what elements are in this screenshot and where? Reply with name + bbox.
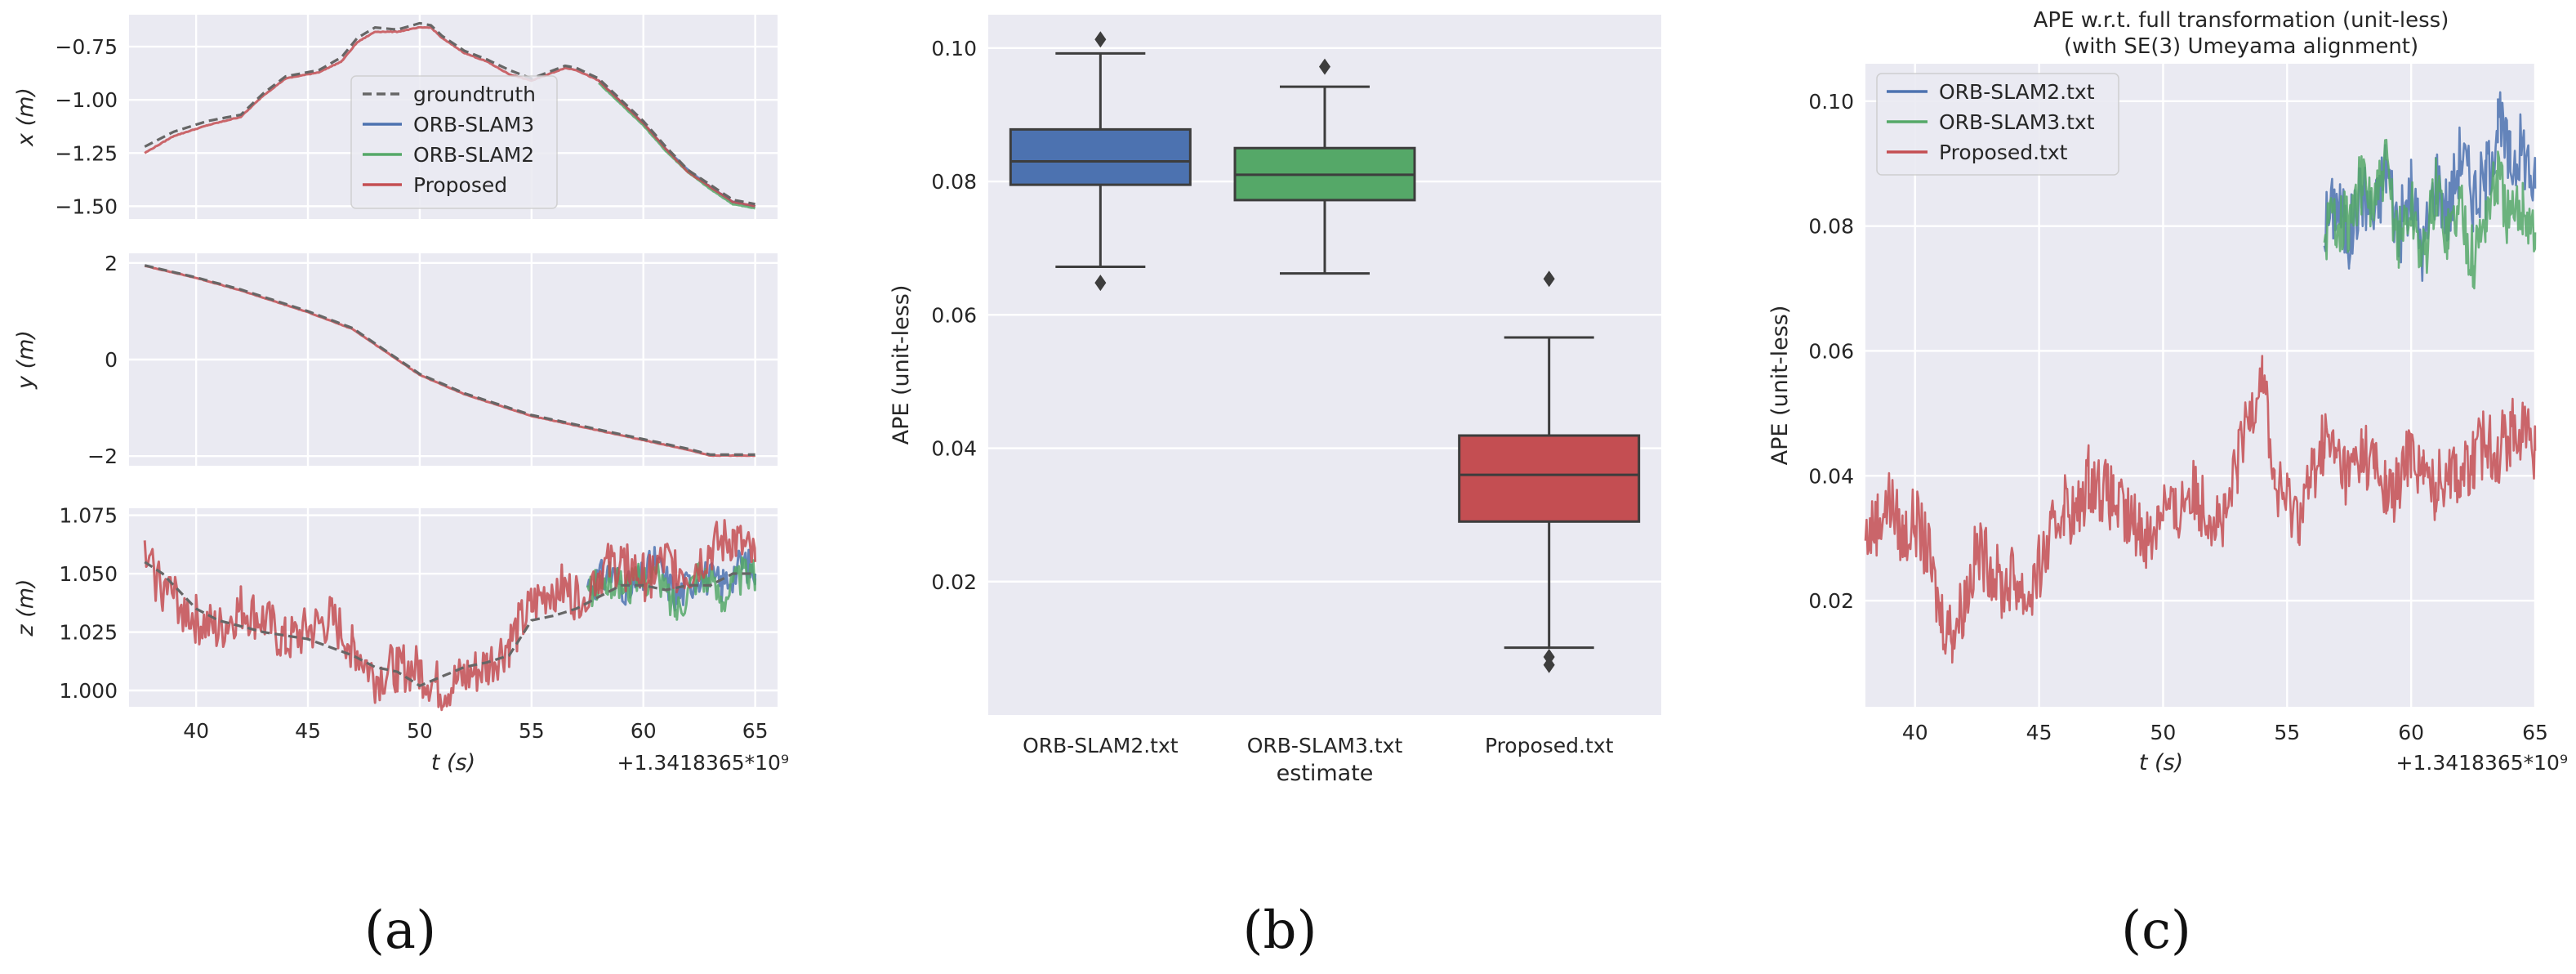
x-tick-label: 60 [631,719,657,743]
x-axis-label: t (s) [2139,750,2183,775]
y-tick-label: 1.050 [59,562,118,586]
x-tick-label: 45 [2026,721,2052,744]
chart-title: APE w.r.t. full transformation (unit-les… [2034,8,2449,33]
y-tick-label: 1.025 [59,621,118,645]
outlier-marker [1094,275,1107,292]
x-offset-label: +1.3418365*10⁹ [617,751,789,775]
legend-label-orb-slam2: ORB-SLAM2 [413,143,534,167]
y-tick-label: 0.02 [931,570,977,594]
series-proposed [143,519,757,712]
y-axis-label: APE (unit-less) [1767,306,1793,466]
y-tick-label: −1.50 [55,194,118,218]
box-proposed-txt [1458,270,1641,673]
panel-label-a: (a) [364,900,436,961]
x-tick-label: 65 [2522,721,2548,744]
legend-label-orb-slam3: ORB-SLAM3 [413,113,534,136]
legend-label-orb-slam2-txt: ORB-SLAM2.txt [1939,80,2095,104]
y-tick-label: 0.02 [1808,589,1854,613]
y-tick-label: 0.06 [1808,339,1854,363]
outlier-marker [1543,270,1555,288]
x-tick-label: 40 [183,719,209,743]
y-tick-label: 0.08 [931,170,977,194]
y-tick-label: 0.10 [931,37,977,60]
y-axis-label: APE (unit-less) [889,285,914,445]
box-orb-slam2-txt [1009,31,1192,292]
y-tick-label: 0.08 [1808,215,1854,239]
series-proposed-txt [1864,355,2537,664]
box-orb-slam3-txt [1233,58,1416,275]
outlier-marker [1543,656,1555,673]
legend-label-proposed-txt: Proposed.txt [1939,141,2068,164]
y-tick-label: −1.25 [55,141,118,165]
x-tick-label: 45 [295,719,321,743]
y-tick-label: −2 [87,445,118,468]
y-tick-label: −1.00 [55,88,118,112]
subplot-y-m: 2 0 −2 y (m) [13,252,778,468]
y-tick-label: 0.04 [1808,464,1854,488]
y-tick-label: −0.75 [55,35,118,59]
y-tick-label: 0 [105,348,118,372]
x-tick-label: 65 [742,719,769,743]
outlier-marker [1094,31,1107,48]
series-proposed [144,25,756,208]
y-axis-label: z (m) [13,579,38,637]
iqr-box [1458,434,1641,523]
series-orb-slam3-txt [2323,138,2537,290]
series-groundtruth [144,264,755,456]
x-tick-label: 40 [1902,721,1928,744]
y-tick-label: 0.10 [1808,90,1854,114]
chart-subtitle: (with SE(3) Umeyama alignment) [2064,34,2418,59]
outlier-marker [1319,58,1330,75]
x-tick-label: Proposed.txt [1485,734,1614,757]
legend-box [1876,73,2119,176]
legend-label-proposed: Proposed [413,173,507,197]
y-tick-label: 2 [105,252,118,275]
panel-label-b: (b) [1243,900,1317,961]
panel-b-ape-boxplot: 0.02 0.04 0.06 0.08 0.10 APE (unit-less) ORB-S… [889,15,1661,961]
x-axis-label: estimate [1277,761,1374,786]
x-tick-label: ORB-SLAM3.txt [1247,734,1403,757]
panel-c-ape-timeseries: 0.02 0.04 0.06 0.08 0.10 40 45 50 55 60 65 t (s) +1.… [1767,8,2568,961]
x-tick-label: 55 [519,719,545,743]
x-tick-label: ORB-SLAM2.txt [1023,734,1179,757]
panel-a-trajectory-xyz: −0.75−1.00−1.25−1.50x (m)20−2y (m)1.0751… [13,15,789,961]
subplot-z-m: 1.075 1.050 1.025 1.000 z (m) 40 45 50 55 60 65 t (… [13,504,789,775]
legend-box [350,75,558,209]
x-offset-label: +1.3418365*10⁹ [2396,751,2568,775]
legend-label-orb-slam3-txt: ORB-SLAM3.txt [1939,110,2095,134]
legend-panel-c: ORB-SLAM2.txt ORB-SLAM3.txt Proposed.txt [1876,73,2119,176]
panel-label-c: (c) [2121,900,2191,961]
y-axis-label: x (m) [13,87,38,147]
iqr-box [1009,127,1192,186]
y-axis-label: y (m) [13,330,38,390]
x-tick-label: 50 [407,719,433,743]
x-tick-label: 50 [2150,721,2177,744]
legend-label-groundtruth: groundtruth [413,83,536,106]
y-tick-label: 1.000 [59,679,118,703]
x-tick-label: 55 [2274,721,2300,744]
x-axis-label: t (s) [431,750,475,775]
x-tick-label: 60 [2398,721,2424,744]
y-tick-label: 0.04 [931,437,977,461]
series-groundtruth [144,21,755,206]
y-tick-label: 0.06 [931,303,977,327]
y-tick-label: 1.075 [59,504,118,528]
legend-panel-a: groundtruth ORB-SLAM3 ORB-SLAM2 Proposed [350,75,558,209]
series-groundtruth [144,561,755,688]
